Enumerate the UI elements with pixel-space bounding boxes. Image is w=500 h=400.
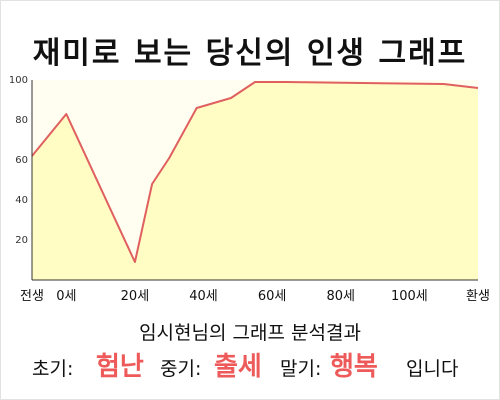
- x-tick-label: 전생: [20, 289, 44, 304]
- life-graph-chart: 20 40 60 80 100 전생 0세 20세 40세 60세 80세 100세 환생: [9, 75, 490, 304]
- y-tick-label: 60: [15, 155, 28, 166]
- x-tick-label: 0세: [56, 289, 76, 304]
- x-tick-label: 환생: [466, 289, 490, 304]
- late-value: 행복: [330, 352, 378, 382]
- series-line: [31, 81, 479, 263]
- early-label: 초기:: [32, 358, 74, 380]
- x-tick-label: 100세: [391, 289, 428, 304]
- page-title: 재미로 보는 당신의 인생 그래프: [32, 36, 468, 71]
- result-suffix: 입니다: [406, 358, 459, 380]
- x-tick-label: 40세: [189, 289, 218, 304]
- y-tick-label: 20: [15, 235, 28, 246]
- x-tick-label: 20세: [121, 289, 150, 304]
- y-tick-label: 80: [15, 115, 28, 126]
- series-area: [32, 82, 478, 280]
- x-tick-label: 80세: [327, 289, 356, 304]
- analysis-result: 초기: 험난 중기: 출세 말기: 행복 입니다: [0, 346, 500, 386]
- early-value: 험난: [96, 352, 144, 382]
- analysis-subtitle: 임시현님의 그래프 분석결과: [139, 322, 361, 344]
- late-label: 말기:: [280, 358, 322, 380]
- y-tick-label: 40: [15, 195, 28, 206]
- y-tick-label: 100: [9, 75, 28, 86]
- mid-label: 중기:: [160, 358, 202, 380]
- x-tick-label: 60세: [258, 289, 287, 304]
- mid-value: 출세: [214, 352, 262, 382]
